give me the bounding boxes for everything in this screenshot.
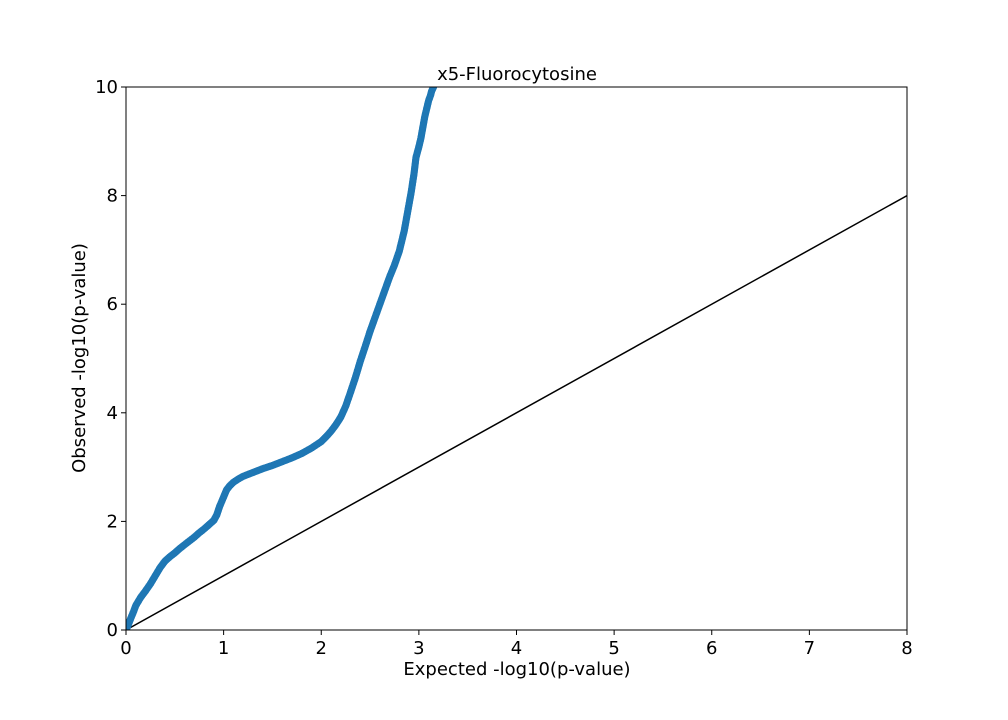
y-tick-label: 8: [107, 186, 118, 207]
x-tick-label: 3: [413, 638, 424, 659]
x-tick-label: 1: [218, 638, 229, 659]
y-axis-label: Observed -log10(p-value): [69, 243, 90, 473]
x-tick-label: 7: [804, 638, 815, 659]
y-tick-label: 10: [95, 77, 118, 98]
chart-title: x5-Fluorocytosine: [437, 64, 597, 85]
x-tick-label: 2: [316, 638, 327, 659]
y-tick-label: 2: [107, 511, 118, 532]
x-axis-label: Expected -log10(p-value): [403, 659, 630, 680]
x-tick-label: 6: [706, 638, 717, 659]
axis-ticks: 0 1 2 3 4 5 6 7 8 0 2 4 6 8 10: [95, 77, 913, 659]
x-tick-label: 4: [511, 638, 522, 659]
y-tick-label: 4: [107, 403, 118, 424]
data-point: [429, 87, 438, 91]
x-tick-label: 0: [120, 638, 131, 659]
x-tick-label: 8: [901, 638, 912, 659]
y-tick-label: 6: [107, 294, 118, 315]
reference-line: [126, 194, 907, 630]
plot-frame: [125, 86, 908, 631]
plot-area: [126, 87, 907, 630]
x-tick-label: 5: [608, 638, 619, 659]
y-tick-label: 0: [107, 620, 118, 641]
series-points: [126, 87, 438, 630]
